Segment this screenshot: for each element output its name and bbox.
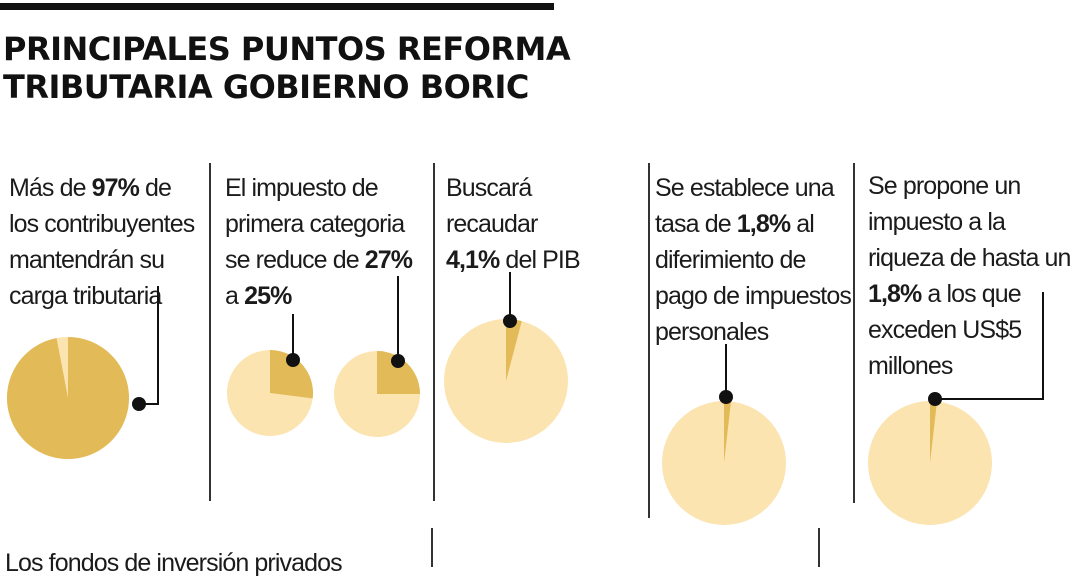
leader-dot-4	[503, 314, 517, 328]
pie-5-slice	[724, 401, 731, 463]
blurb-text: los contribuyentes	[9, 210, 195, 238]
blurb-line: primera categoria	[225, 206, 412, 242]
divider-1	[209, 163, 211, 501]
blurb-line: Más de 97% de	[9, 170, 194, 206]
blurb-line: pago de impuestos	[655, 278, 852, 314]
blurb-line: Se establece una	[655, 170, 851, 206]
highlight-figure: 27%	[364, 246, 413, 274]
blurb-text: a los que	[921, 280, 1021, 308]
blurb-text: al	[790, 210, 815, 238]
blurb-line: 4,1% del PIB	[446, 242, 581, 278]
blurb-line: diferimiento de	[655, 242, 851, 278]
divider-3	[648, 163, 650, 518]
blurb-text: primera categoria	[225, 210, 405, 238]
blurb-line: Se propone un	[868, 168, 1071, 204]
pie-4-slice	[506, 319, 522, 381]
divider-6	[818, 528, 820, 567]
blurb-line: millones	[868, 348, 1071, 384]
title-line-1: PRINCIPALES PUNTOS REFORMA	[3, 30, 571, 68]
blurb-line: a 25%	[225, 278, 412, 314]
blurb-line: se reduce de 27%	[225, 242, 413, 278]
blurb-text: El impuesto de	[225, 174, 379, 202]
bottom-cut-text: Los fondos de inversión privados	[5, 549, 343, 577]
blurb-text: riqueza de hasta un	[868, 244, 1071, 272]
blurb-text: Se establece una	[655, 174, 835, 202]
leader-dot-6	[928, 392, 942, 406]
blurb-text: diferimiento de	[655, 246, 806, 274]
divider-2	[433, 163, 435, 501]
blurb-text: carga tributaria	[9, 282, 162, 310]
blurb-recaudacion-pib: Buscará recaudar 4,1% del PIB	[446, 170, 581, 278]
blurb-contribuyentes: Más de 97% de los contribuyentes mantendrá…	[9, 170, 195, 314]
blurb-text: pago de impuestos	[655, 282, 852, 310]
blurb-line: personales	[655, 314, 851, 350]
blurb-line: recaudar	[446, 206, 580, 242]
blurb-text: se reduce de	[225, 246, 365, 274]
blurb-text: Buscará	[446, 174, 532, 202]
blurb-line: riqueza de hasta un	[868, 240, 1071, 276]
blurb-text: personales	[655, 318, 769, 346]
pie-6-slice	[930, 401, 937, 463]
divider-4	[853, 163, 855, 503]
blurb-text: del PIB	[499, 246, 580, 274]
blurb-text: Más de	[9, 174, 92, 202]
blurb-text: exceden US$5	[868, 316, 1022, 344]
blurb-text: tasa de	[655, 210, 737, 238]
highlight-figure: 25%	[244, 282, 292, 310]
blurb-line: 1,8% a los que	[868, 276, 1071, 312]
blurb-diferimiento: Se establece una tasa de 1,8% al diferimie…	[655, 170, 852, 350]
pie-1-slice	[6, 337, 129, 459]
highlight-figure: 1,8%	[868, 280, 922, 308]
leader-dot-1	[132, 397, 146, 411]
blurb-text: mantendrán su	[9, 246, 165, 274]
blurb-line: Buscará	[446, 170, 580, 206]
blurb-text: a	[225, 282, 245, 310]
leader-line-6	[935, 292, 1044, 400]
blurb-line: exceden US$5	[868, 312, 1071, 348]
blurb-text: impuesto a la	[868, 208, 1006, 236]
blurb-line: El impuesto de	[225, 170, 412, 206]
title-top-rule	[0, 3, 554, 10]
leader-dot-2	[286, 353, 300, 367]
pie-2-slice	[270, 350, 313, 399]
leader-dot-3	[391, 354, 405, 368]
leader-line-1	[139, 286, 159, 405]
blurb-line: carga tributaria	[9, 278, 194, 314]
pie-3-slice	[377, 351, 420, 394]
highlight-figure: 1,8%	[736, 210, 791, 238]
highlight-figure: 4,1%	[446, 246, 500, 274]
blurb-text: recaudar	[446, 210, 538, 238]
blurb-line: mantendrán su	[9, 242, 194, 278]
blurb-text: de	[138, 174, 172, 202]
blurb-text: millones	[868, 352, 953, 380]
blurb-line: los contribuyentes	[9, 206, 195, 242]
blurb-primera-categoria: El impuesto de primera categoria se reduce…	[225, 170, 413, 314]
blurb-line: tasa de 1,8% al	[655, 206, 851, 242]
infographic-title: PRINCIPALES PUNTOS REFORMA TRIBUTARIA GO…	[3, 30, 571, 106]
blurb-impuesto-riqueza: Se propone un impuesto a la riqueza de has…	[868, 168, 1071, 384]
title-line-2: TRIBUTARIA GOBIERNO BORIC	[3, 68, 529, 106]
leader-dot-5	[719, 390, 733, 404]
blurb-line: impuesto a la	[868, 204, 1071, 240]
divider-5	[431, 528, 433, 567]
highlight-figure: 97%	[91, 174, 140, 202]
blurb-text: Se propone un	[868, 172, 1021, 200]
